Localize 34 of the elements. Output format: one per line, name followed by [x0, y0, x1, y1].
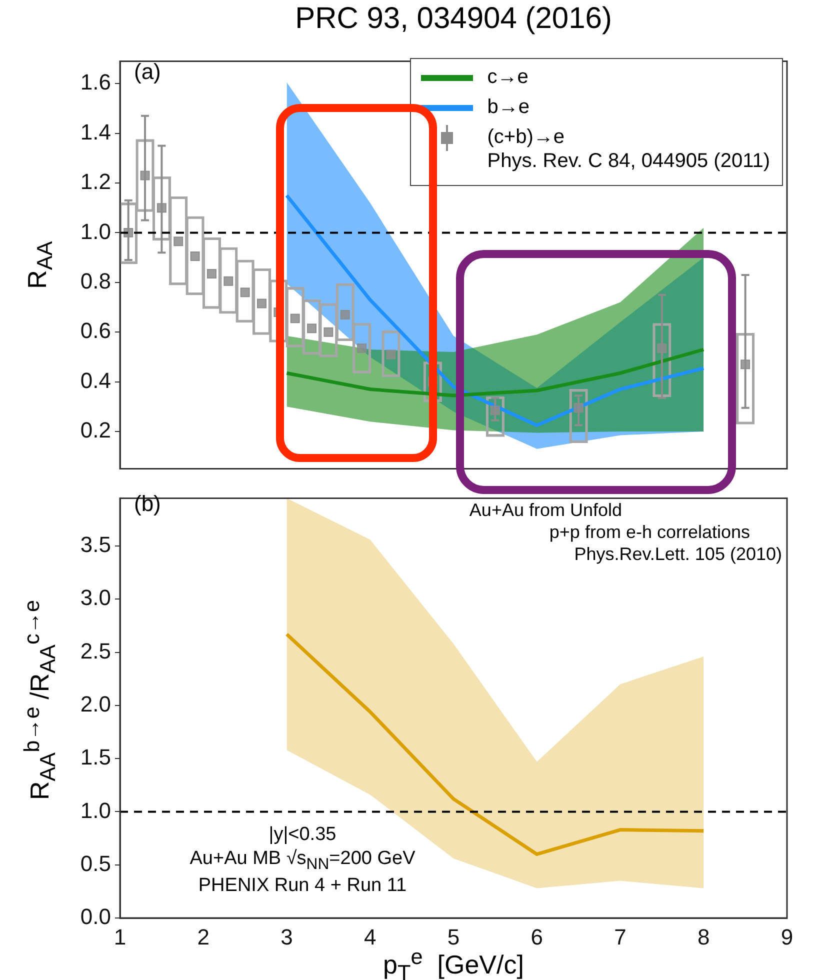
x-tick-label: 9 [780, 924, 794, 950]
y-tick-label: 0.5 [80, 850, 111, 876]
x-tick-label: 2 [197, 924, 210, 950]
y-tick-label: 0.4 [80, 368, 111, 393]
y-tick-label: 0.6 [80, 318, 111, 344]
x-tick-label: 4 [364, 924, 376, 950]
x-tick-label: 3 [280, 924, 293, 950]
x-tick-label: 8 [698, 924, 710, 950]
annotation: (b) [134, 490, 161, 518]
x-tick-label: 6 [530, 924, 543, 950]
annotation: Au+Au from Unfold [469, 499, 622, 522]
x-tick-label: 7 [614, 924, 626, 950]
annotation: p+p from e-h correlations [549, 521, 750, 544]
y-tick-label: 1.0 [80, 798, 111, 823]
y-tick-label: 2.5 [80, 638, 111, 664]
legend-label: (c+b)→e Phys. Rev. C 84, 044905 (2011) [487, 125, 770, 173]
y-tick-label: 1.4 [80, 119, 111, 144]
y-tick-label: 1.6 [80, 70, 111, 95]
y-tick-label: 3.5 [80, 532, 111, 558]
x-tick-label: 1 [114, 924, 126, 950]
y-tick-label: 0.0 [80, 904, 111, 930]
legend-label: b→e [487, 95, 530, 119]
y-tick-label: 2.0 [80, 692, 111, 717]
annotation: (a) [134, 58, 161, 86]
y-tick-label: 0.8 [80, 268, 111, 294]
legend-label: c→e [487, 65, 528, 89]
y-tick-label: 1.5 [80, 744, 111, 770]
annotation: |y|<0.35 Au+Au MB √s$_{NN}$=200 GeV PHENIX Run 4 + Run 11 [188, 823, 416, 898]
chart-title: PRC 93, 034904 (2016) [294, 2, 613, 36]
y-tick-label: 1.0 [80, 218, 111, 244]
annotation: Phys.Rev.Lett. 105 (2010) [574, 543, 782, 566]
y-tick-label: 3.0 [80, 585, 111, 610]
y-tick-label: 0.2 [80, 418, 111, 443]
y-tick-label: 1.2 [80, 169, 111, 194]
